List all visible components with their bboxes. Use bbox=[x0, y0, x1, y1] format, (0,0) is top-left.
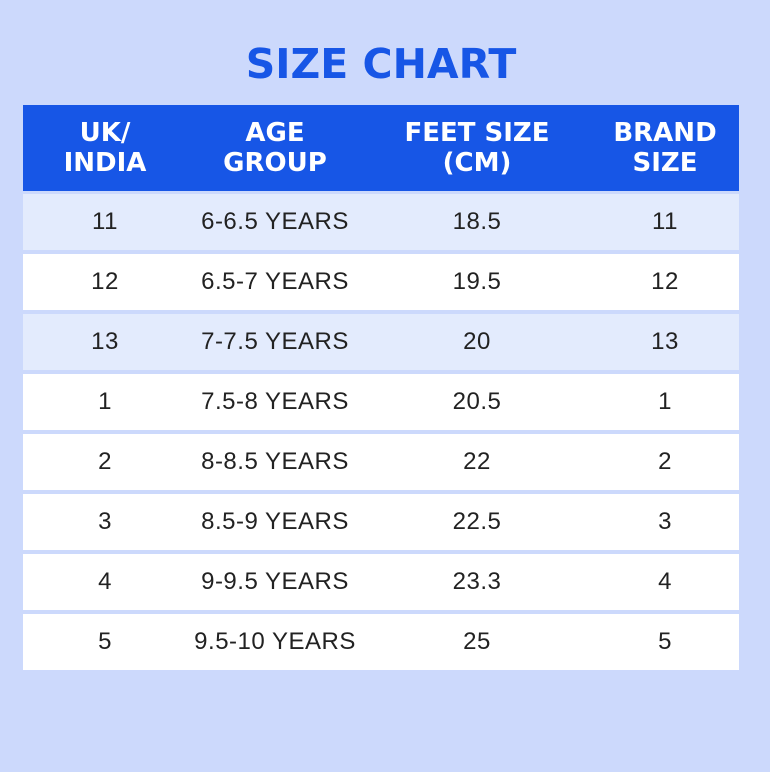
cell-feet-size: 18.5 bbox=[452, 208, 502, 235]
size-chart-table: UK/ INDIA AGE GROUP FEET SIZE (CM) BRAND… bbox=[23, 105, 739, 670]
cell-age-group: 7-7.5 YEARS bbox=[201, 328, 349, 355]
header-brand-size: BRAND SIZE bbox=[613, 118, 717, 178]
cell-feet-size: 25 bbox=[463, 628, 491, 655]
cell-feet-size: 22 bbox=[463, 448, 491, 475]
page-title: SIZE CHART bbox=[245, 40, 517, 88]
table-header-row: UK/ INDIA AGE GROUP FEET SIZE (CM) BRAND… bbox=[23, 105, 739, 191]
cell-brand-size: 3 bbox=[658, 508, 672, 535]
cell-age-group: 7.5-8 YEARS bbox=[201, 388, 349, 415]
cell-brand-size: 4 bbox=[658, 568, 672, 595]
cell-uk-india: 4 bbox=[98, 568, 112, 595]
cell-brand-size: 1 bbox=[658, 388, 672, 415]
table-body: 11 6-6.5 YEARS 18.5 11 12 6.5-7 YEARS 19… bbox=[23, 194, 739, 670]
cell-age-group: 9.5-10 YEARS bbox=[194, 628, 356, 655]
table-row: 3 8.5-9 YEARS 22.5 3 bbox=[23, 494, 739, 550]
cell-age-group: 9-9.5 YEARS bbox=[201, 568, 349, 595]
cell-uk-india: 5 bbox=[98, 628, 112, 655]
header-age-group: AGE GROUP bbox=[223, 118, 327, 178]
cell-feet-size: 22.5 bbox=[452, 508, 502, 535]
cell-uk-india: 3 bbox=[98, 508, 112, 535]
header-feet-size: FEET SIZE (CM) bbox=[404, 118, 550, 178]
table-row: 13 7-7.5 YEARS 20 13 bbox=[23, 314, 739, 370]
cell-brand-size: 13 bbox=[651, 328, 679, 355]
cell-brand-size: 2 bbox=[658, 448, 672, 475]
cell-feet-size: 20 bbox=[463, 328, 491, 355]
table-row: 12 6.5-7 YEARS 19.5 12 bbox=[23, 254, 739, 310]
table-row: 4 9-9.5 YEARS 23.3 4 bbox=[23, 554, 739, 610]
table-row: 11 6-6.5 YEARS 18.5 11 bbox=[23, 194, 739, 250]
cell-uk-india: 1 bbox=[98, 388, 112, 415]
table-row: 1 7.5-8 YEARS 20.5 1 bbox=[23, 374, 739, 430]
cell-feet-size: 23.3 bbox=[452, 568, 502, 595]
table-row: 2 8-8.5 YEARS 22 2 bbox=[23, 434, 739, 490]
cell-age-group: 8-8.5 YEARS bbox=[201, 448, 349, 475]
table-row: 5 9.5-10 YEARS 25 5 bbox=[23, 614, 739, 670]
cell-uk-india: 12 bbox=[91, 268, 119, 295]
cell-age-group: 6-6.5 YEARS bbox=[201, 208, 349, 235]
header-uk-india: UK/ INDIA bbox=[63, 118, 147, 178]
cell-brand-size: 5 bbox=[658, 628, 672, 655]
cell-uk-india: 11 bbox=[92, 208, 118, 235]
cell-age-group: 8.5-9 YEARS bbox=[201, 508, 349, 535]
cell-uk-india: 2 bbox=[98, 448, 112, 475]
cell-uk-india: 13 bbox=[91, 328, 119, 355]
cell-brand-size: 11 bbox=[652, 208, 678, 235]
cell-age-group: 6.5-7 YEARS bbox=[201, 268, 349, 295]
cell-feet-size: 20.5 bbox=[452, 388, 502, 415]
cell-brand-size: 12 bbox=[651, 268, 679, 295]
cell-feet-size: 19.5 bbox=[452, 268, 502, 295]
